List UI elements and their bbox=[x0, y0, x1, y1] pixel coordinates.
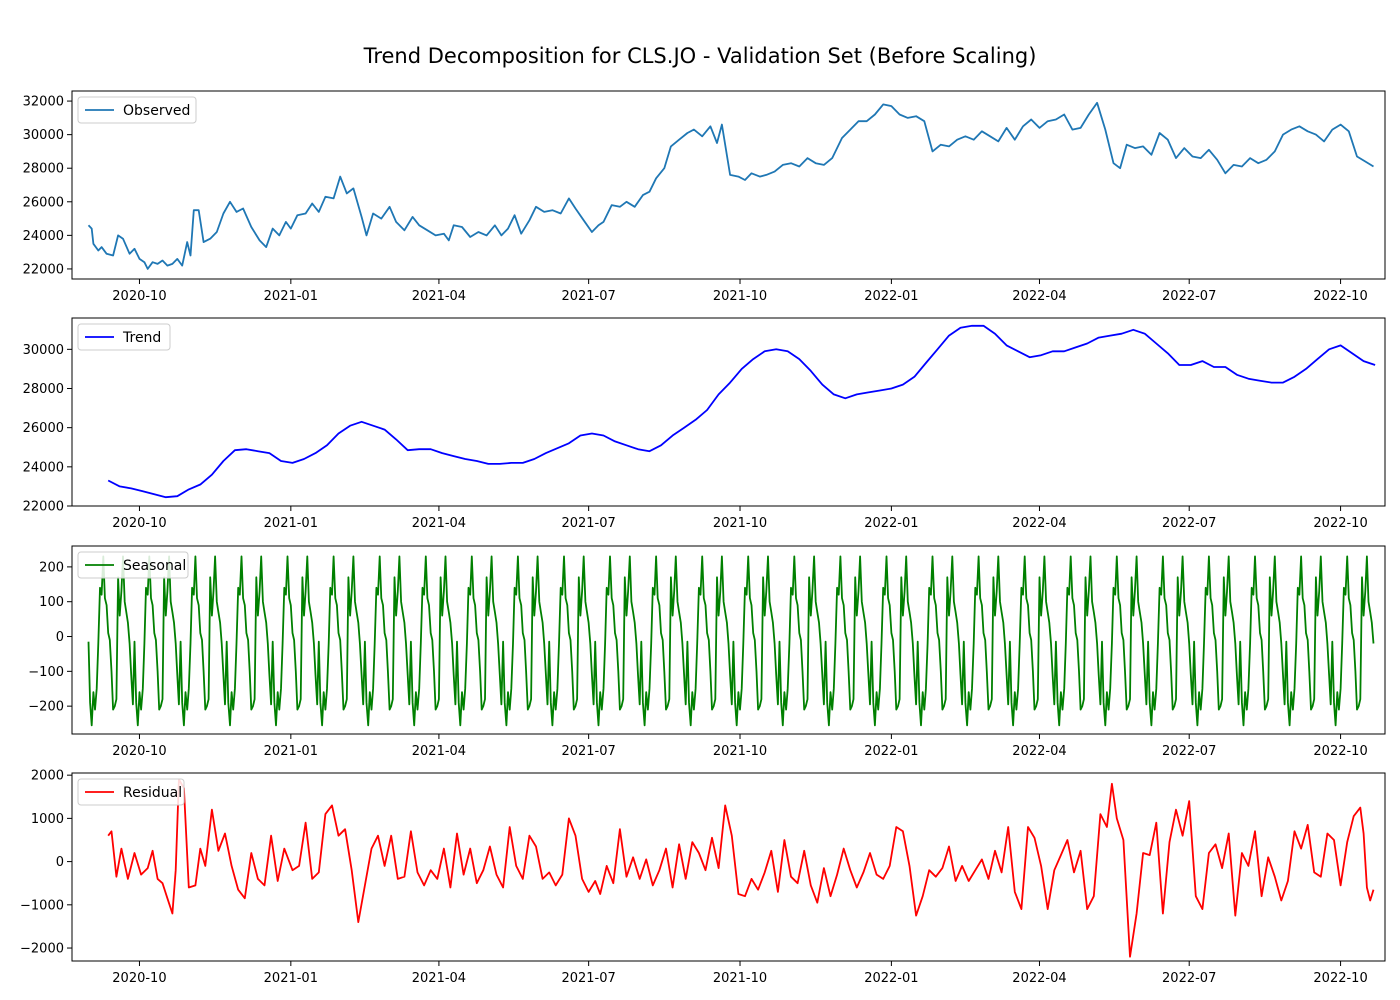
residual-x-tick-label: 2021-01 bbox=[264, 971, 318, 986]
residual-y-tick-label: 0 bbox=[56, 855, 64, 870]
trend-y-tick-label: 22000 bbox=[23, 500, 64, 515]
figure-title: Trend Decomposition for CLS.JO - Validat… bbox=[363, 44, 1037, 68]
observed-x-tick-label: 2021-01 bbox=[264, 289, 318, 304]
seasonal-x-tick-label: 2020-10 bbox=[112, 744, 166, 759]
residual-y-tick-label: 1000 bbox=[31, 812, 64, 827]
trend-x-tick-label: 2021-10 bbox=[713, 516, 767, 531]
trend-series-line bbox=[107, 324, 1376, 499]
residual-y-tick-label: −1000 bbox=[20, 898, 64, 913]
trend-axes-frame bbox=[71, 317, 1386, 507]
observed-x-tick-label: 2022-01 bbox=[864, 289, 918, 304]
trend-panel: 22000 24000 26000 28000 30000 2020-10 2021-01 2… bbox=[23, 317, 1386, 531]
observed-y-tick-label: 28000 bbox=[23, 162, 64, 177]
trend-y-tick-label: 24000 bbox=[23, 460, 64, 475]
seasonal-x-tick-label: 2021-07 bbox=[561, 744, 615, 759]
trend-x-tick-label: 2022-01 bbox=[864, 516, 918, 531]
seasonal-x-tick-label: 2021-10 bbox=[713, 744, 767, 759]
trend-x-tick-label: 2022-07 bbox=[1162, 516, 1216, 531]
trend-x-tick-label: 2021-01 bbox=[264, 516, 318, 531]
seasonal-x-tick-label: 2022-07 bbox=[1162, 744, 1216, 759]
seasonal-y-tick-label: 0 bbox=[56, 630, 64, 645]
seasonal-axes-frame bbox=[71, 545, 1386, 735]
residual-x-tick-label: 2022-07 bbox=[1162, 971, 1216, 986]
seasonal-legend-label: Seasonal bbox=[123, 558, 186, 574]
seasonal-y-tick-label: 200 bbox=[39, 560, 64, 575]
seasonal-x-tick-label: 2021-01 bbox=[264, 744, 318, 759]
residual-axes-frame bbox=[71, 772, 1386, 962]
seasonal-x-tick-label: 2021-04 bbox=[412, 744, 466, 759]
trend-x-tick-label: 2022-10 bbox=[1313, 516, 1367, 531]
residual-y-tick-label: −2000 bbox=[20, 942, 64, 957]
seasonal-x-tick-label: 2022-04 bbox=[1012, 744, 1066, 759]
trend-legend-label: Trend bbox=[122, 330, 161, 346]
observed-x-tick-label: 2022-10 bbox=[1313, 289, 1367, 304]
residual-x-tick-label: 2021-10 bbox=[713, 971, 767, 986]
trend-y-tick-label: 26000 bbox=[23, 421, 64, 436]
residual-y-tick-label: 2000 bbox=[31, 769, 64, 784]
residual-series-line bbox=[107, 778, 1375, 958]
residual-x-tick-label: 2022-01 bbox=[864, 971, 918, 986]
seasonal-y-tick-label: −200 bbox=[28, 700, 64, 715]
residual-x-tick-label: 2021-04 bbox=[412, 971, 466, 986]
observed-y-tick-label: 24000 bbox=[23, 229, 64, 244]
observed-x-tick-label: 2022-04 bbox=[1012, 289, 1066, 304]
observed-x-tick-label: 2021-07 bbox=[561, 289, 615, 304]
observed-axes-frame bbox=[71, 90, 1386, 280]
seasonal-panel: −200 −100 0 100 200 2020-10 2021-01 2021-04 2021… bbox=[28, 545, 1386, 759]
seasonal-y-tick-label: −100 bbox=[28, 665, 64, 680]
trend-x-tick-label: 2020-10 bbox=[112, 516, 166, 531]
observed-legend-box bbox=[77, 96, 197, 124]
residual-x-tick-label: 2021-07 bbox=[561, 971, 615, 986]
observed-y-tick-label: 32000 bbox=[23, 95, 64, 110]
trend-y-tick-label: 30000 bbox=[23, 343, 64, 358]
seasonal-series-line bbox=[87, 555, 1375, 727]
observed-y-tick-label: 30000 bbox=[23, 128, 64, 143]
trend-x-tick-label: 2022-04 bbox=[1012, 516, 1066, 531]
observed-x-tick-label: 2020-10 bbox=[112, 289, 166, 304]
observed-y-tick-label: 22000 bbox=[23, 262, 64, 277]
seasonal-y-tick-label: 100 bbox=[39, 595, 64, 610]
residual-legend-box bbox=[77, 778, 185, 806]
observed-panel: 22000 24000 26000 28000 30000 32000 2020-10 202… bbox=[23, 90, 1386, 304]
residual-legend-label: Residual bbox=[123, 785, 182, 801]
observed-series-line bbox=[87, 101, 1374, 270]
residual-x-tick-label: 2022-10 bbox=[1313, 971, 1367, 986]
trend-x-tick-label: 2021-04 bbox=[412, 516, 466, 531]
trend-y-tick-label: 28000 bbox=[23, 382, 64, 397]
residual-panel: −2000 −1000 0 1000 2000 2020-10 2021-01 2021-04… bbox=[20, 769, 1386, 986]
trend-legend-box bbox=[77, 323, 171, 351]
observed-legend-label: Observed bbox=[123, 103, 190, 119]
observed-y-tick-label: 26000 bbox=[23, 195, 64, 210]
seasonal-x-tick-label: 2022-10 bbox=[1313, 744, 1367, 759]
trend-x-tick-label: 2021-07 bbox=[561, 516, 615, 531]
observed-x-tick-label: 2021-04 bbox=[412, 289, 466, 304]
observed-x-tick-label: 2021-10 bbox=[713, 289, 767, 304]
seasonal-legend-box bbox=[77, 551, 189, 579]
residual-x-tick-label: 2020-10 bbox=[112, 971, 166, 986]
seasonal-x-tick-label: 2022-01 bbox=[864, 744, 918, 759]
residual-x-tick-label: 2022-04 bbox=[1012, 971, 1066, 986]
observed-x-tick-label: 2022-07 bbox=[1162, 289, 1216, 304]
